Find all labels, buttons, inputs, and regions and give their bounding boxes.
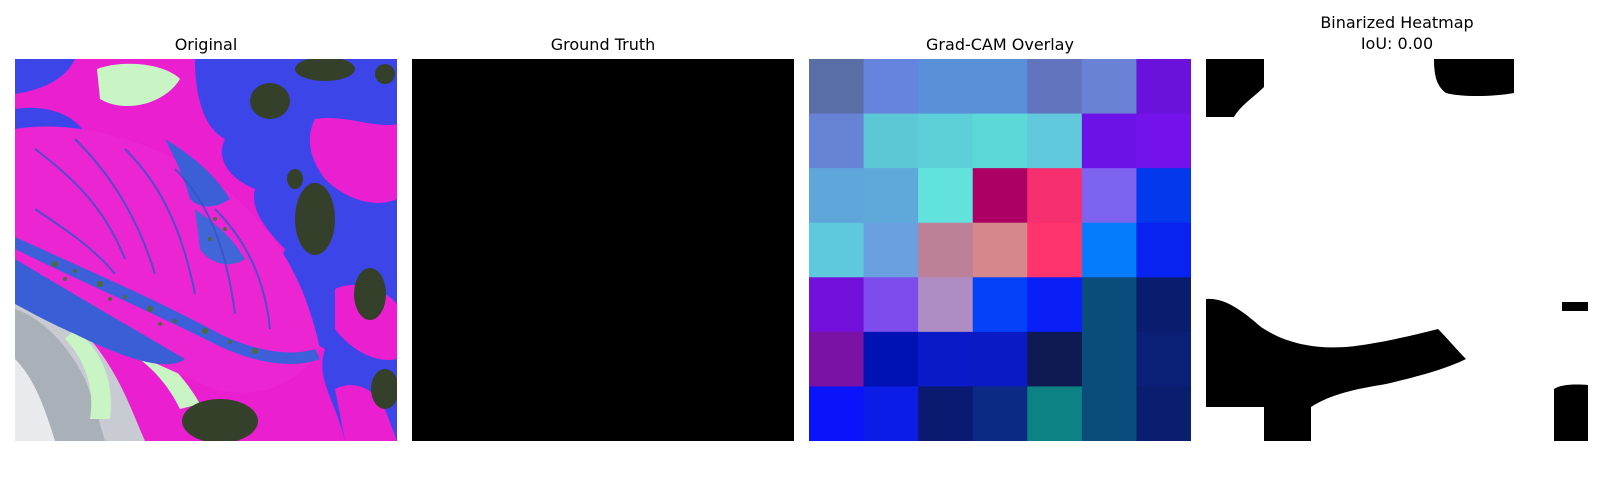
gradcam-cell [809, 277, 865, 333]
ground-truth-mask [412, 59, 794, 441]
original-image-graphic [15, 59, 397, 441]
ground-truth-panel: Ground Truth [412, 0, 794, 500]
gradcam-cell [863, 277, 919, 333]
gradcam-cell [1027, 277, 1083, 333]
gradcam-cell [1027, 59, 1083, 115]
gradcam-cell [972, 386, 1028, 441]
gradcam-cell [863, 386, 919, 441]
gradcam-cell [863, 113, 919, 169]
gradcam-cell [863, 59, 919, 115]
binarized-title-line1: Binarized Heatmap [1320, 13, 1474, 32]
binarized-heatmap-image [1206, 59, 1588, 441]
gradcam-cell [1027, 168, 1083, 224]
original-title: Original [174, 35, 238, 54]
gradcam-cell [918, 168, 974, 224]
gradcam-cell [863, 222, 919, 278]
gradcam-cell [1027, 113, 1083, 169]
gradcam-cell [1081, 168, 1138, 224]
gradcam-cell [1027, 386, 1083, 441]
gradcam-title: Grad-CAM Overlay [926, 35, 1074, 54]
gradcam-cell [972, 113, 1028, 169]
gradcam-panel: Grad-CAM Overlay [809, 0, 1191, 500]
gradcam-cell [1136, 277, 1191, 333]
gradcam-cell [972, 222, 1028, 278]
gradcam-cell [972, 331, 1028, 388]
gradcam-cell [809, 113, 865, 169]
gradcam-cell [863, 331, 919, 388]
binarized-heatmap-graphic [1206, 59, 1588, 441]
gradcam-cell [809, 331, 865, 388]
gradcam-cell [809, 59, 865, 115]
gradcam-cell [809, 386, 865, 441]
gradcam-cell [1136, 331, 1191, 388]
gradcam-cell [918, 277, 974, 333]
gradcam-grid [809, 59, 1191, 441]
gradcam-overlay-image [809, 59, 1191, 441]
gradcam-cell [1136, 386, 1191, 441]
gradcam-cell [863, 168, 919, 224]
iou-label: IoU: 0.00 [1360, 34, 1434, 53]
gradcam-cell [809, 168, 865, 224]
gradcam-cell [1081, 222, 1138, 278]
gradcam-cell [1027, 222, 1083, 278]
gradcam-cell [809, 222, 865, 278]
original-panel: Original [15, 0, 397, 500]
binarized-panel: Binarized Heatmap IoU: 0.00 [1206, 0, 1588, 500]
gradcam-cell [918, 222, 974, 278]
gradcam-cell [1081, 331, 1138, 388]
gradcam-cell [1081, 59, 1138, 115]
ground-truth-title: Ground Truth [550, 35, 656, 54]
gradcam-cell [918, 386, 974, 441]
gradcam-cell [972, 59, 1028, 115]
gradcam-cell [1136, 59, 1191, 115]
gradcam-cell [918, 113, 974, 169]
gradcam-cell [1081, 386, 1138, 441]
gradcam-cell [918, 331, 974, 388]
gradcam-cell [1081, 277, 1138, 333]
binarized-title: Binarized Heatmap IoU: 0.00 [1206, 12, 1588, 54]
gradcam-cell [1027, 331, 1083, 388]
gradcam-cell [972, 277, 1028, 333]
original-image [15, 59, 397, 441]
gradcam-cell [1136, 168, 1191, 224]
gradcam-cell [1081, 113, 1138, 169]
gradcam-cell [1136, 113, 1191, 169]
gradcam-cell [972, 168, 1028, 224]
gradcam-cell [918, 59, 974, 115]
gradcam-cell [1136, 222, 1191, 278]
